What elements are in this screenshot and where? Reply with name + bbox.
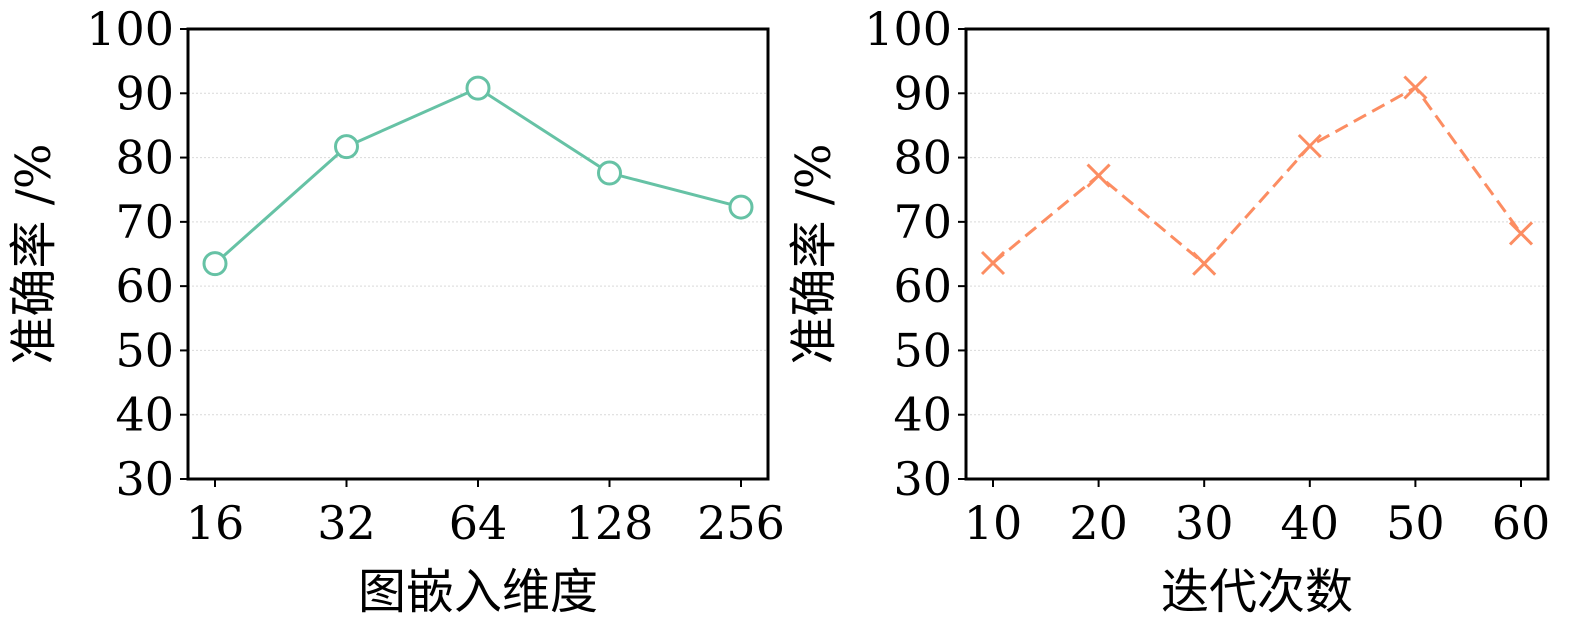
x-tick-label: 10 [964,496,1023,550]
data-point [597,160,622,186]
chart-embedding-dimension: 30 40 50 60 70 80 90 100 16 32 64 128 256 图嵌入维度 准确率 /% [6,2,785,620]
x-tick-label: 20 [1069,496,1128,550]
x-tick-label: 50 [1386,496,1445,550]
y-tick-label: 40 [893,388,952,442]
y-tick-label: 70 [893,195,952,249]
y-tick-label: 60 [115,259,174,313]
chart-iterations: 30 40 50 60 70 80 90 100 10 20 30 40 50 60 迭代次数 准确率 /% [786,2,1550,620]
y-tick-label: 30 [893,452,952,506]
series-line [214,86,742,265]
y-tick-label: 90 [115,66,174,120]
y-tick-label: 80 [115,131,174,185]
data-point [1297,133,1322,159]
y-tick-label: 50 [893,323,952,377]
y-tick-label: 80 [893,131,952,185]
data-point [1508,221,1534,246]
data-point [1192,251,1217,276]
y-axis-title: 准确率 /% [786,143,842,364]
y-tick-label: 40 [115,388,174,442]
x-axis-title: 迭代次数 [1161,564,1353,620]
y-tick-label: 70 [115,195,174,249]
y-axis-title: 准确率 /% [6,143,62,364]
x-tick-label: 30 [1175,496,1234,550]
y-tick-label: 90 [893,66,952,120]
x-tick-label: 16 [186,496,245,550]
x-tick-label: 64 [449,496,508,550]
y-tick-label: 30 [115,452,174,506]
plot-frame [186,27,770,481]
data-point [334,134,359,160]
plot-frame [964,27,1550,481]
x-axis-title: 图嵌入维度 [358,564,598,620]
y-tick-label: 60 [893,259,952,313]
y-tick-label: 100 [86,2,174,56]
data-point [202,251,228,277]
data-point [465,75,491,101]
y-tick-label: 50 [115,323,174,377]
series-line [992,85,1523,266]
data-point [1086,163,1111,188]
x-tick-label: 60 [1492,496,1551,550]
x-tick-label: 32 [317,496,376,550]
data-point [728,194,754,220]
data-point [980,250,1006,276]
x-tick-label: 40 [1281,496,1340,550]
y-tick-label: 100 [864,2,952,56]
data-point [1403,75,1428,100]
x-tick-label: 256 [697,496,785,550]
x-tick-label: 128 [566,496,654,550]
